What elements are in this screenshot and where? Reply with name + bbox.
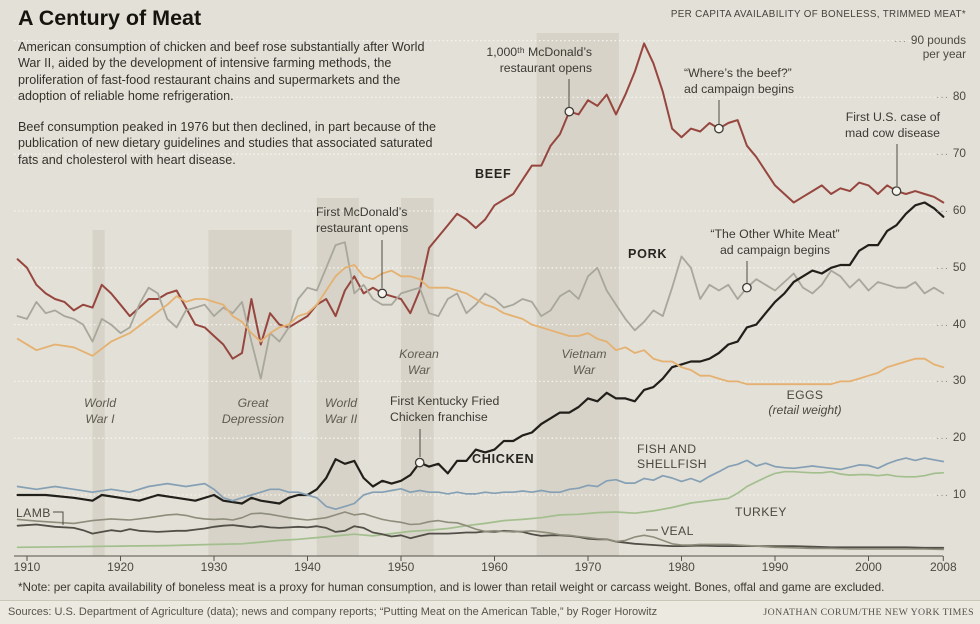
series-line-eggs — [16, 264, 945, 386]
fish-label: FISH AND SHELLFISH — [637, 442, 707, 471]
x-tick-label-1920: 1920 — [107, 560, 134, 574]
series-line-turkey — [16, 470, 945, 549]
annotation-mcdonalds-1000: 1,000ᵗʰ McDonald’s restaurant opens — [486, 45, 592, 75]
war-label-great-depression: Great Depression — [221, 396, 285, 426]
beef-label: BEEF — [475, 167, 512, 181]
y-tick-label-40: ··· 40 — [936, 316, 966, 331]
event-marker-mad-cow — [891, 186, 902, 196]
series-line-chicken — [16, 201, 945, 505]
chicken-label: CHICKEN — [472, 452, 535, 466]
series-line-pork — [16, 241, 945, 380]
series-line-beef — [16, 42, 945, 360]
pork-label: PORK — [628, 247, 668, 261]
intro-paragraph-2: Beef consumption peaked in 1976 but then… — [18, 120, 436, 167]
source-bar: Sources: U.S. Department of Agriculture … — [0, 600, 980, 624]
y-tick-label-50: ··· 50 — [936, 259, 966, 274]
annotation-first-mcdonalds: First McDonald’s restaurant opens — [316, 205, 409, 235]
series-line-lamb — [16, 523, 945, 549]
x-tick-label-1970: 1970 — [574, 560, 602, 574]
annotation-mad-cow: First U.S. case of mad cow disease — [844, 110, 940, 140]
lamb-bracket — [53, 511, 64, 525]
war-band-vietnam-war — [536, 33, 619, 556]
x-tick-label-2008: 2008 — [929, 560, 957, 574]
y-axis-title: PER CAPITA AVAILABILITY OF BONELESS, TRI… — [670, 9, 966, 20]
event-marker-mcdonalds-1000 — [564, 106, 575, 117]
y-tick-label-30: ··· 30 — [936, 373, 966, 388]
turkey-label: TURKEY — [735, 505, 787, 519]
y-tick-label-80: ··· 80 — [936, 89, 966, 104]
war-label-vietnam-war: Vietnam War — [561, 347, 607, 377]
war-band-korean-war — [401, 198, 434, 556]
lamb-label: LAMB — [16, 506, 51, 520]
x-tick-label-1980: 1980 — [668, 560, 695, 574]
y-tick-label-60: ··· 60 — [936, 203, 966, 217]
y-tick-label-20: ··· 20 — [936, 430, 966, 445]
war-label-korean-war: Korean War — [399, 347, 439, 377]
war-band-wwii — [316, 198, 359, 556]
war-band-great-depression — [208, 230, 292, 556]
veal-label: VEAL — [661, 524, 694, 538]
x-tick-label-1960: 1960 — [481, 560, 508, 574]
eggs-label: EGGS (retail weight) — [768, 388, 842, 417]
series-line-veal — [16, 511, 945, 551]
y-tick-label-10: ··· 10 — [936, 487, 966, 501]
x-tick-label-2000: 2000 — [855, 560, 882, 574]
x-tick-label-1990: 1990 — [761, 560, 789, 574]
sources-line: Sources: U.S. Department of Agriculture … — [8, 606, 658, 618]
y-tick-label-90: ··· 90 pounds per year — [894, 32, 966, 62]
event-marker-wheres-the-beef — [714, 123, 724, 134]
war-band-wwi — [92, 230, 105, 556]
annotation-wheres-the-beef: “Where’s the beef?” ad campaign begins — [684, 66, 795, 96]
x-tick-label-1910: 1910 — [13, 560, 41, 574]
annotation-other-white-meat: “The Other White Meat” ad campaign begins — [710, 227, 840, 257]
war-label-wwi: World War I — [83, 396, 117, 426]
footnote: *Note: per capita availability of bonele… — [18, 581, 885, 594]
intro-paragraph-1: American consumption of chicken and beef… — [18, 40, 425, 103]
x-tick-label-1930: 1930 — [200, 560, 228, 574]
page-title: A Century of Meat — [18, 6, 202, 30]
event-marker-other-white-meat — [742, 282, 752, 293]
x-tick-label-1940: 1940 — [294, 560, 321, 574]
annotation-first-kfc: First Kentucky Fried Chicken franchise — [390, 394, 500, 424]
credit-line: JONATHAN CORUM/THE NEW YORK TIMES — [763, 607, 974, 618]
event-marker-first-kfc — [414, 457, 425, 468]
war-label-wwii: World War II — [324, 396, 358, 426]
y-tick-label-70: ··· 70 — [936, 146, 966, 161]
series-line-fish — [16, 457, 945, 511]
x-tick-label-1950: 1950 — [387, 560, 415, 574]
event-marker-first-mcdonalds — [377, 288, 388, 299]
